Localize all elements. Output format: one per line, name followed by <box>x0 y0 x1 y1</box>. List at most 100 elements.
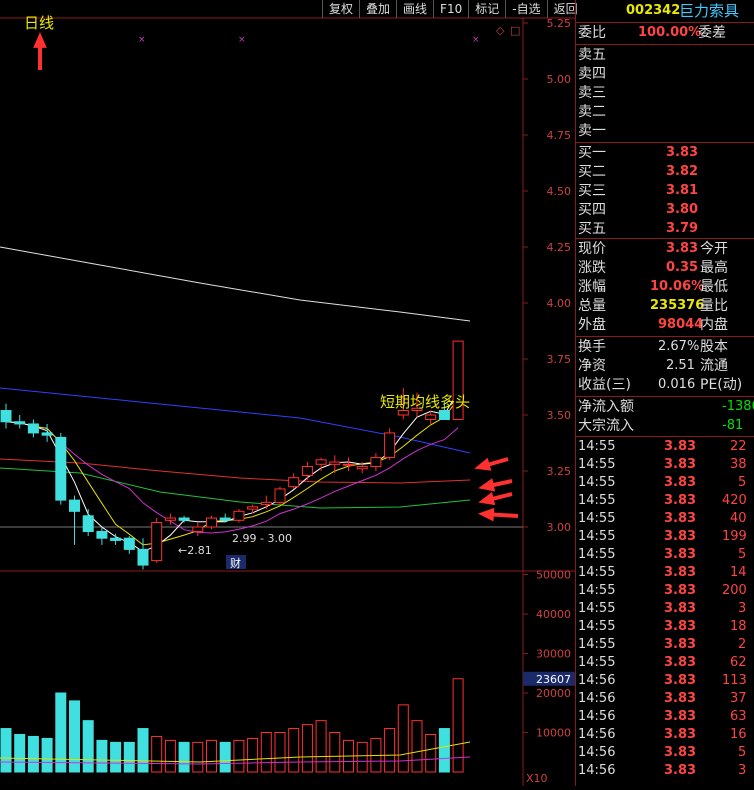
tick-time: 14:56 <box>578 691 616 706</box>
volume-bar <box>69 700 80 773</box>
buy-price: 3.82 <box>666 164 699 179</box>
candle-body <box>192 526 204 532</box>
volume-bar <box>82 720 94 773</box>
tick-row: 14:55 3.83 18 <box>576 618 754 636</box>
candle-body <box>14 421 26 425</box>
kline-svg[interactable]: 7.006.756.506.256.005.755.505.255.004.75… <box>0 0 720 786</box>
tick-time: 14:55 <box>578 601 616 616</box>
volume-bar <box>178 741 190 773</box>
sell-label: 卖一 <box>578 123 606 139</box>
quote2-label-right: PE(动) <box>700 377 743 393</box>
tick-volume: 113 <box>722 673 747 688</box>
tick-time: 14:56 <box>578 745 616 760</box>
volume-bar <box>274 732 286 773</box>
tick-row: 14:55 3.83 420 <box>576 492 754 510</box>
tick-row: 14:55 3.83 2 <box>576 636 754 654</box>
tick-price: 3.83 <box>664 673 697 688</box>
volume-bar <box>151 735 163 773</box>
quote-row: 涨跌 0.35 最高 <box>576 259 754 277</box>
low-label: ←2.81 <box>178 544 212 557</box>
candle-body <box>247 506 259 510</box>
volume-bar <box>384 728 396 773</box>
volume-bar <box>397 704 409 773</box>
tick-volume: 2 <box>738 637 747 652</box>
toolbar-btn-4[interactable]: 标记 <box>468 0 505 18</box>
tick-row: 14:56 3.83 37 <box>576 690 754 708</box>
tick-time: 14:56 <box>578 763 616 778</box>
period-label[interactable]: 日线 <box>24 14 55 32</box>
weibi-value: 100.00% <box>638 25 702 40</box>
candle-body <box>356 466 368 470</box>
price-tick-label: 4.00 <box>547 297 572 310</box>
toolbar-btn-5[interactable]: -自选 <box>505 0 546 18</box>
tick-price: 3.83 <box>664 601 697 616</box>
buy-price: 3.79 <box>666 221 699 236</box>
candle-body <box>425 414 437 420</box>
tick-price: 3.83 <box>664 709 697 724</box>
candle-body <box>69 499 80 512</box>
quote-label-right: 最高 <box>700 260 728 276</box>
sell-row: 卖一 <box>576 122 754 140</box>
quote2-row: 净资 2.51 流通 <box>576 357 754 375</box>
weibi-label: 委比 <box>578 25 606 41</box>
tick-volume: 22 <box>730 439 747 454</box>
tick-row: 14:55 3.83 40 <box>576 510 754 528</box>
ma-3 <box>5 391 459 553</box>
volume-current-box <box>523 671 575 686</box>
stock-code: 002342 <box>626 3 681 18</box>
tick-volume: 3 <box>738 601 747 616</box>
candle-body <box>370 457 382 468</box>
price-tick-label: 3.75 <box>547 353 572 366</box>
tick-time: 14:55 <box>578 547 616 562</box>
volume-bar <box>192 741 204 773</box>
quote-value: 98044 <box>658 317 704 332</box>
tick-time: 14:55 <box>578 457 616 472</box>
sell-label: 卖三 <box>578 85 606 101</box>
quote2-label: 净资 <box>578 358 606 374</box>
buy-row: 买四 3.80 <box>576 201 754 219</box>
tick-row: 14:56 3.83 5 <box>576 744 754 762</box>
quote-panel: 002342 巨力索具 委比 100.00% 委差 卖五 卖四 卖三 卖二 卖一 买一 3.… <box>575 0 754 786</box>
tick-row: 14:55 3.83 199 <box>576 528 754 546</box>
tick-time: 14:55 <box>578 637 616 652</box>
tick-time: 14:55 <box>578 619 616 634</box>
sell-label: 卖四 <box>578 66 606 82</box>
cai-badge <box>226 555 246 569</box>
toolbar-btn-1[interactable]: 叠加 <box>359 0 396 18</box>
candle-body <box>137 548 149 566</box>
sell-label: 卖二 <box>578 104 606 120</box>
buy-label: 买四 <box>578 202 606 218</box>
candle-body <box>438 410 450 420</box>
candle-body <box>123 537 135 550</box>
tick-price: 3.83 <box>664 619 697 634</box>
toolbar-btn-3[interactable]: F10 <box>433 0 468 18</box>
tick-row: 14:56 3.83 63 <box>576 708 754 726</box>
volume-bar <box>356 741 368 773</box>
candle-body <box>452 340 464 420</box>
candle-body <box>219 517 231 521</box>
stock-header: 002342 巨力索具 <box>576 2 754 20</box>
volume-bar <box>206 739 217 773</box>
volume-bar <box>55 692 67 773</box>
toolbar-btn-0[interactable]: 复权 <box>322 0 359 18</box>
quote-row: 现价 3.83 今开 <box>576 240 754 258</box>
volume-bar <box>164 739 176 773</box>
stock-name: 巨力索具 <box>679 2 740 20</box>
volume-bar <box>14 733 26 773</box>
tick-time: 14:55 <box>578 493 616 508</box>
tick-time: 14:55 <box>578 565 616 580</box>
tick-row: 14:56 3.83 16 <box>576 726 754 744</box>
tick-time: 14:56 <box>578 709 616 724</box>
volume-tick-label: 20000 <box>536 687 571 700</box>
quote-label-right: 内盘 <box>700 317 728 333</box>
candle-body <box>151 522 163 562</box>
toolbar-btn-2[interactable]: 画线 <box>396 0 433 18</box>
tick-time: 14:56 <box>578 727 616 742</box>
tick-row: 14:56 3.83 3 <box>576 762 754 780</box>
toolbar-btn-6[interactable]: 返回 <box>546 0 584 18</box>
tick-price: 3.83 <box>664 475 697 490</box>
event-marker: × <box>138 35 146 45</box>
volume-bar <box>411 720 423 773</box>
kline-chart[interactable]: 7.006.756.506.256.005.755.505.255.004.75… <box>0 0 720 786</box>
tick-volume: 16 <box>730 727 747 742</box>
